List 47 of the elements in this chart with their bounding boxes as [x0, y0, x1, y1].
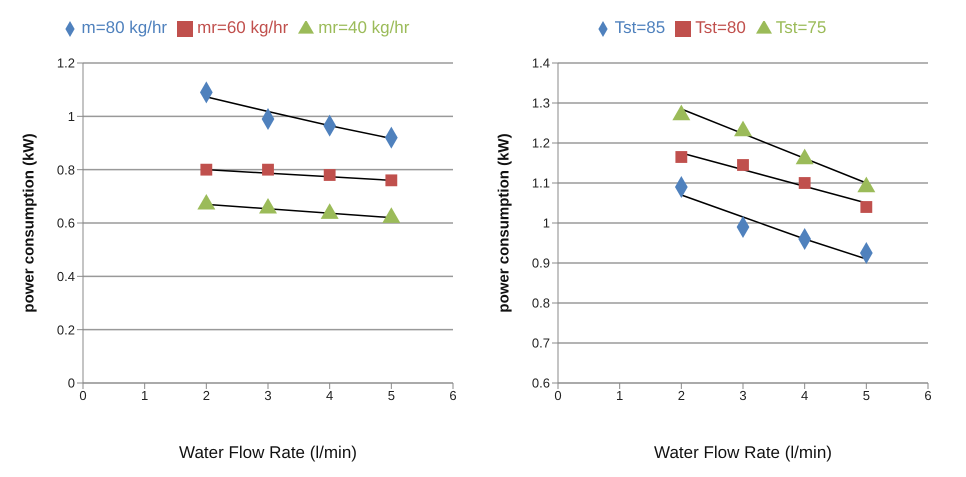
x-tick-label: 2 [202, 388, 210, 404]
x-tick-label: 0 [79, 388, 87, 404]
point [737, 159, 749, 171]
point [734, 120, 752, 136]
y-tick-label: 0.9 [532, 256, 550, 271]
x-tick-label: 3 [264, 388, 272, 404]
x-tick-label: 5 [862, 388, 870, 404]
y-tick-label: 0.7 [532, 336, 550, 351]
point [675, 151, 688, 163]
x-tick-label: 5 [388, 388, 395, 404]
x-tick-label: 4 [326, 388, 334, 404]
y-tick-label: 0.8 [532, 296, 550, 311]
point [796, 148, 814, 164]
y-tick-label: 1.2 [56, 56, 75, 71]
legend-label: Tst=75 [776, 18, 826, 37]
y-tick-label: 0.8 [56, 162, 75, 178]
x-axis-title: Water Flow Rate (l/min) [179, 443, 357, 462]
x-tick-label: 4 [801, 388, 808, 404]
y-tick-label: 0.4 [56, 268, 75, 284]
y-tick-label: 0 [68, 376, 75, 391]
x-tick-label: 3 [739, 388, 747, 404]
y-tick-label: 0.2 [56, 322, 75, 338]
y-tick-label: 1.4 [532, 56, 550, 71]
y-tick-label: 1 [542, 216, 550, 231]
x-tick-label: 6 [924, 388, 932, 404]
x-tick-label: 0 [554, 388, 562, 404]
y-tick-label: 0.6 [532, 376, 550, 391]
y-tick-label: 1.1 [532, 176, 550, 191]
y-tick-label: 1 [68, 108, 75, 124]
y-axis-title: power consumption (kW) [495, 133, 512, 313]
y-tick-label: 0.6 [56, 216, 75, 231]
x-tick-label: 1 [141, 388, 148, 404]
x-tick-label: 2 [678, 388, 685, 404]
legend-label: Tst=80 [695, 18, 746, 37]
x-tick-label: 6 [449, 388, 457, 404]
point [672, 104, 690, 120]
y-tick-label: 1.3 [532, 96, 550, 111]
y-tick-label: 1.2 [532, 136, 550, 151]
y-axis-title: power consumption (kW) [20, 133, 38, 313]
point [860, 201, 872, 213]
legend-label: mr=60 kg/hr [197, 18, 288, 37]
x-axis-title: Water Flow Rate (l/min) [654, 443, 832, 462]
x-tick-label: 1 [616, 388, 624, 404]
legend-label: m=80 kg/hr [82, 18, 168, 37]
legend-label: mr=40 kg/hr [318, 18, 410, 37]
legend-label: Tst=85 [614, 18, 666, 37]
point [798, 177, 811, 189]
